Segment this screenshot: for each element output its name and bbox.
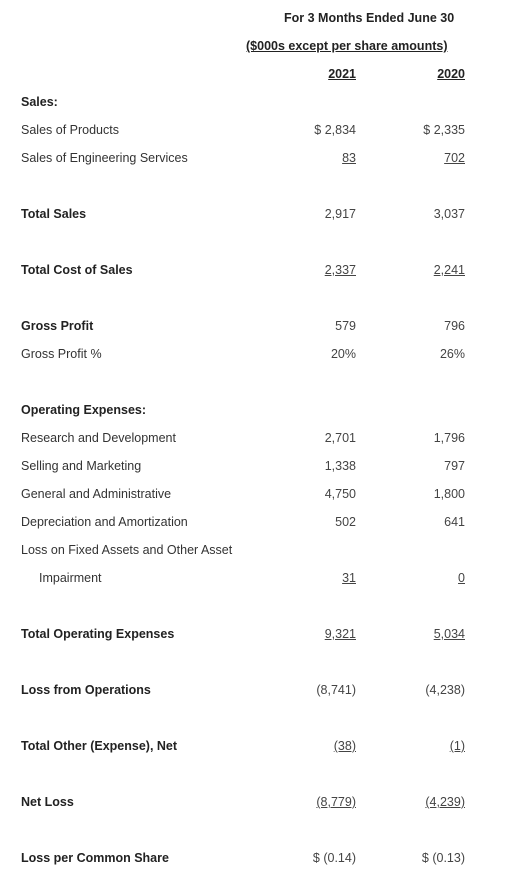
value-2021: 2,917 <box>324 207 356 221</box>
value-2021: 2,337 <box>324 263 356 277</box>
row-label: Research and Development <box>21 431 176 445</box>
table-row-impairment: Impairment 31 0 <box>0 571 505 589</box>
table-row-gross-profit-percent: Gross Profit % 20% 26% <box>0 347 505 365</box>
row-label: Depreciation and Amortization <box>21 515 188 529</box>
row-label: Sales: <box>21 95 58 109</box>
table-row-operating-expenses-heading: Operating Expenses: <box>0 403 505 421</box>
row-label: Sales of Products <box>21 123 119 137</box>
value-2021: 9,321 <box>324 627 356 641</box>
value-2020: (1) <box>449 739 465 753</box>
row-label: Total Sales <box>21 207 87 221</box>
row-label: General and Administrative <box>21 487 172 501</box>
table-row-research-development: Research and Development 2,701 1,796 <box>0 431 505 449</box>
column-header-2021: 2021 <box>328 67 356 81</box>
row-label: Loss per Common Share <box>21 851 169 865</box>
value-2021: (8,779) <box>316 795 356 809</box>
row-label: Total Other (Expense), Net <box>21 739 178 753</box>
table-row-general-administrative: General and Administrative 4,750 1,800 <box>0 487 505 505</box>
value-2020: $ 2,335 <box>423 123 465 137</box>
value-2020: 1,796 <box>433 431 465 445</box>
table-row-depreciation-amortization: Depreciation and Amortization 502 641 <box>0 515 505 533</box>
value-2021: $ 2,834 <box>314 123 356 137</box>
row-label: Total Cost of Sales <box>21 263 133 277</box>
value-2020: 26% <box>439 347 465 361</box>
row-label: Impairment <box>39 571 102 585</box>
value-2020: 0 <box>458 571 465 585</box>
table-row-gross-profit: Gross Profit 579 796 <box>0 319 505 337</box>
column-header-2020: 2020 <box>437 67 465 81</box>
value-2020: 796 <box>444 319 465 333</box>
table-row-selling-marketing: Selling and Marketing 1,338 797 <box>0 459 505 477</box>
value-2021: 83 <box>342 151 356 165</box>
table-row-total-sales: Total Sales 2,917 3,037 <box>0 207 505 225</box>
value-2020: (4,238) <box>425 683 465 697</box>
table-row-total-operating-expenses: Total Operating Expenses 9,321 5,034 <box>0 627 505 645</box>
value-2020: 1,800 <box>433 487 465 501</box>
value-2020: 5,034 <box>433 627 465 641</box>
table-row-loss-from-operations: Loss from Operations (8,741) (4,238) <box>0 683 505 701</box>
value-2021: 1,338 <box>324 459 356 473</box>
row-label: Gross Profit <box>21 319 94 333</box>
table-header-units: ($000s except per share amounts) <box>246 39 448 53</box>
value-2021: 2,701 <box>324 431 356 445</box>
row-label: Loss on Fixed Assets and Other Asset <box>21 543 233 557</box>
value-2021: 502 <box>335 515 356 529</box>
value-2021: $ (0.14) <box>312 851 356 865</box>
value-2020: 797 <box>444 459 465 473</box>
row-label: Total Operating Expenses <box>21 627 175 641</box>
row-label: Gross Profit % <box>21 347 102 361</box>
value-2021: (38) <box>333 739 356 753</box>
value-2021: 4,750 <box>324 487 356 501</box>
table-row-net-loss: Net Loss (8,779) (4,239) <box>0 795 505 813</box>
value-2021: 20% <box>330 347 356 361</box>
value-2020: 702 <box>444 151 465 165</box>
value-2021: 579 <box>335 319 356 333</box>
row-label: Selling and Marketing <box>21 459 142 473</box>
value-2020: (4,239) <box>425 795 465 809</box>
table-header-title: For 3 Months Ended June 30 <box>284 11 455 25</box>
value-2020: 3,037 <box>433 207 465 221</box>
value-2021: (8,741) <box>316 683 356 697</box>
value-2020: $ (0.13) <box>421 851 465 865</box>
row-label: Net Loss <box>21 795 74 809</box>
table-row-total-cost-of-sales: Total Cost of Sales 2,337 2,241 <box>0 263 505 281</box>
row-label: Sales of Engineering Services <box>21 151 188 165</box>
table-row-sales-heading: Sales: <box>0 95 505 113</box>
table-row-loss-per-share: Loss per Common Share $ (0.14) $ (0.13) <box>0 851 505 869</box>
row-label: Operating Expenses: <box>21 403 147 417</box>
table-row-total-other-expense: Total Other (Expense), Net (38) (1) <box>0 739 505 757</box>
table-row-engineering-services: Sales of Engineering Services 83 702 <box>0 151 505 169</box>
value-2021: 31 <box>342 571 356 585</box>
value-2020: 2,241 <box>433 263 465 277</box>
table-row-loss-fixed-assets: Loss on Fixed Assets and Other Asset <box>0 543 505 561</box>
value-2020: 641 <box>444 515 465 529</box>
table-row-sales-of-products: Sales of Products $ 2,834 $ 2,335 <box>0 123 505 141</box>
row-label: Loss from Operations <box>21 683 151 697</box>
